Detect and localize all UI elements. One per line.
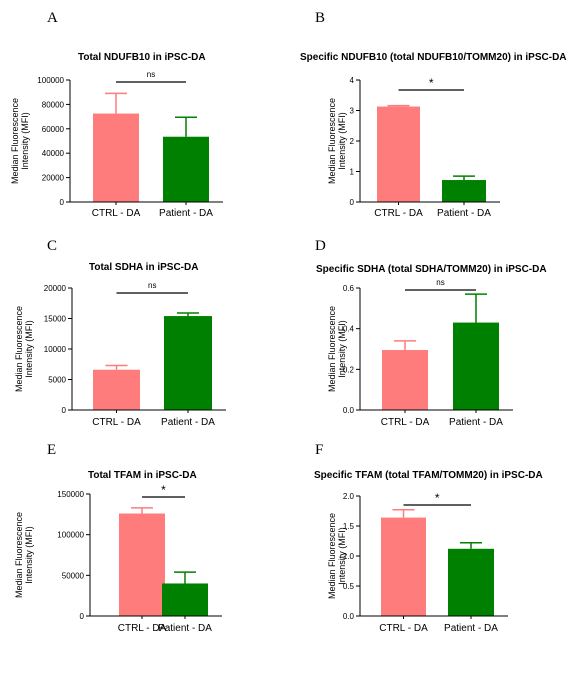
bar-ctrl [93, 113, 139, 202]
bar-patient [453, 322, 499, 410]
category-label: CTRL - DA [379, 623, 428, 634]
bar-ctrl [377, 106, 420, 202]
chart-d: CTRL - DA Patient - DA 0.0 0.2 0.4 0.6 Median … [327, 278, 513, 428]
category-label: CTRL - DA [381, 417, 430, 428]
bar-patient [448, 548, 494, 616]
category-label: CTRL - DA [118, 623, 167, 634]
y-axis-title: Median FluorescenceIntensity (MFI) [327, 513, 347, 599]
category-label: CTRL - DA [92, 417, 141, 428]
y-tick-label: 0 [60, 198, 65, 207]
y-tick-label: 0 [80, 612, 85, 621]
bar-ctrl [381, 517, 426, 616]
y-tick-label: 40000 [42, 149, 65, 158]
y-tick-label: 0.0 [343, 612, 355, 621]
y-tick-label: 0.0 [343, 406, 355, 415]
category-label: Patient - DA [437, 208, 491, 219]
category-label: CTRL - DA [92, 208, 141, 219]
chart-title-f: Specific TFAM (total TFAM/TOMM20) in iPS… [314, 470, 543, 481]
y-tick-label: 0.2 [343, 365, 355, 374]
chart-f: CTRL - DA Patient - DA 0.0 0.5 1.0 1.5 2.0 Medi… [327, 491, 508, 634]
y-axis-title: Median FluorescenceIntensity (MFI) [14, 306, 34, 392]
chart-a: CTRL - DA Patient - DA 0 20000 40000 60000 800… [10, 70, 223, 219]
y-tick-label: 100000 [57, 531, 84, 540]
y-tick-label: 60000 [42, 125, 65, 134]
bar-patient [164, 316, 212, 410]
chart-b: CTRL - DA Patient - DA 0 1 2 3 4 Median Fluores… [327, 76, 500, 219]
panel-letter-c: C [47, 238, 58, 254]
panel-letter-a: A [47, 10, 58, 26]
y-tick-label: 4 [350, 76, 355, 85]
y-tick-label: 1.5 [343, 522, 355, 531]
y-axis-title-line-2: Intensity (MFI) [24, 320, 34, 378]
chart-title-b: Specific NDUFB10 (total NDUFB10/TOMM20) … [300, 52, 567, 63]
y-tick-label: 2 [350, 137, 355, 146]
category-label: Patient - DA [158, 623, 212, 634]
y-tick-label: 50000 [62, 571, 85, 580]
panel-letter-d: D [315, 238, 326, 254]
significance-label: ns [147, 70, 155, 79]
y-axis-title-line-1: Median Fluorescence [14, 512, 24, 598]
category-label: Patient - DA [159, 208, 213, 219]
bar-patient [163, 136, 209, 202]
y-tick-label: 15000 [44, 315, 67, 324]
y-tick-label: 3 [350, 107, 355, 116]
bar-patient [442, 180, 486, 202]
y-axis-title-line-2: Intensity (MFI) [337, 112, 347, 170]
y-tick-label: 1.0 [343, 552, 355, 561]
y-axis-title-line-2: Intensity (MFI) [337, 527, 347, 585]
y-axis-title-line-2: Intensity (MFI) [20, 112, 30, 170]
y-axis-title: Median FluorescenceIntensity (MFI) [327, 306, 347, 392]
y-axis-title: Median FluorescenceIntensity (MFI) [14, 512, 34, 598]
y-axis-title-line-1: Median Fluorescence [327, 98, 337, 184]
y-axis-title-line-2: Intensity (MFI) [24, 526, 34, 584]
bar-ctrl [382, 350, 428, 410]
significance-label: * [161, 483, 166, 497]
y-axis-title-line-1: Median Fluorescence [10, 98, 20, 184]
panel-letter-b: B [315, 10, 326, 26]
y-tick-label: 0 [350, 198, 355, 207]
y-tick-label: 0 [62, 406, 67, 415]
bar-patient [162, 583, 208, 616]
y-axis-title-line-1: Median Fluorescence [327, 513, 337, 599]
category-label: Patient - DA [444, 623, 498, 634]
panel-letter-e: E [47, 442, 57, 458]
y-tick-label: 80000 [42, 100, 65, 109]
y-tick-label: 1 [350, 168, 355, 177]
significance-label: * [429, 76, 434, 90]
y-tick-label: 20000 [44, 284, 67, 293]
y-tick-label: 100000 [37, 76, 64, 85]
category-label: Patient - DA [449, 417, 503, 428]
y-tick-label: 0.4 [343, 325, 355, 334]
chart-c: CTRL - DA Patient - DA 0 5000 10000 15000 2000… [14, 281, 226, 428]
bar-ctrl [119, 513, 165, 616]
category-label: CTRL - DA [374, 208, 423, 219]
chart-title-a: Total NDUFB10 in iPSC-DA [78, 52, 206, 63]
chart-title-c: Total SDHA in iPSC-DA [89, 262, 199, 273]
y-axis-title-line-1: Median Fluorescence [327, 306, 337, 392]
y-tick-label: 2.0 [343, 492, 355, 501]
y-tick-label: 0.6 [343, 284, 355, 293]
y-tick-label: 5000 [48, 376, 66, 385]
y-tick-label: 20000 [42, 174, 65, 183]
category-label: Patient - DA [161, 417, 215, 428]
bar-ctrl [93, 369, 140, 410]
y-axis-title-line-1: Median Fluorescence [14, 306, 24, 392]
significance-label: ns [436, 278, 444, 287]
y-tick-label: 0.5 [343, 582, 355, 591]
chart-title-d: Specific SDHA (total SDHA/TOMM20) in iPS… [316, 264, 547, 275]
y-tick-label: 10000 [44, 345, 67, 354]
chart-title-e: Total TFAM in iPSC-DA [88, 470, 197, 481]
y-axis-title-line-2: Intensity (MFI) [337, 320, 347, 378]
significance-label: * [435, 491, 440, 505]
y-tick-label: 150000 [57, 490, 84, 499]
significance-label: ns [148, 281, 156, 290]
y-axis-title: Median FluorescenceIntensity (MFI) [10, 98, 30, 184]
y-axis-title: Median FluorescenceIntensity (MFI) [327, 98, 347, 184]
panel-letter-f: F [315, 442, 324, 458]
